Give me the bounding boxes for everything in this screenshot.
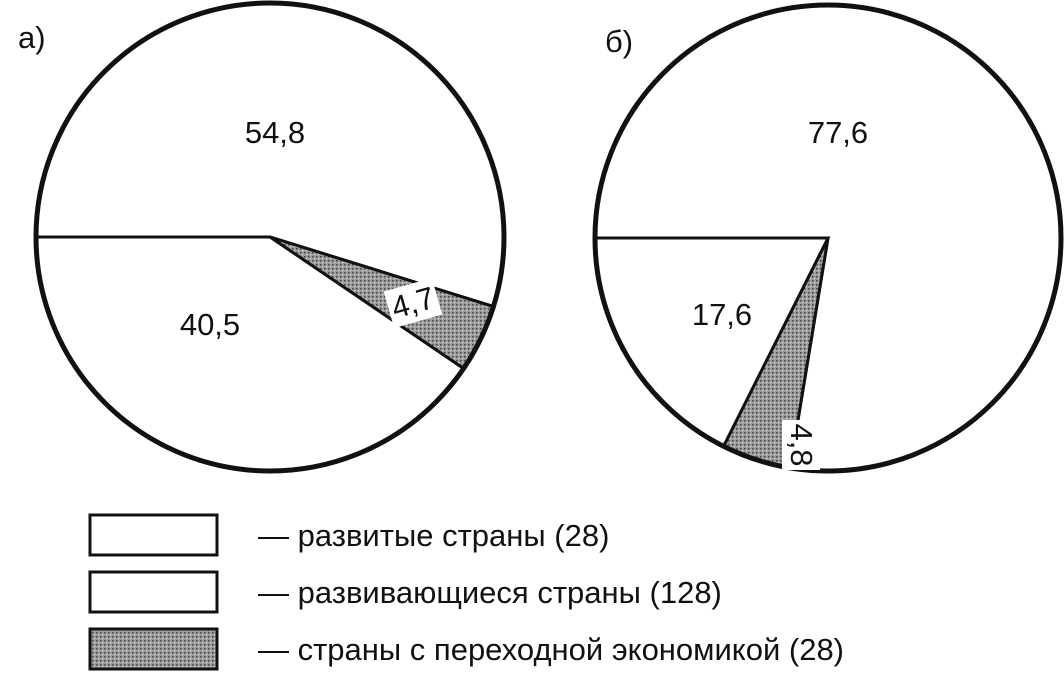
value-label-group: 77,6: [808, 115, 868, 150]
chart-title: а): [18, 20, 46, 55]
legend-label: — страны с переходной экономикой (28): [258, 632, 844, 667]
value-label: 77,6: [808, 115, 868, 150]
legend-swatch: [88, 570, 219, 614]
value-label: 4,8: [784, 423, 819, 466]
legend-swatch: [88, 627, 219, 671]
value-label-bg: [383, 277, 443, 329]
chart-title: б): [605, 24, 633, 59]
value-label: 17,6: [692, 297, 752, 332]
value-label-group: 4,8: [782, 420, 820, 470]
value-label-group: 17,6: [692, 297, 752, 332]
value-label: 40,5: [180, 307, 240, 342]
value-label: 54,8: [245, 115, 305, 150]
legend-swatch: [88, 513, 219, 557]
pie-outline: [33, 0, 507, 474]
legend-label: — развивающиеся страны (128): [258, 575, 722, 610]
pie-outline: [592, 2, 1064, 474]
value-label-bg: [782, 420, 820, 470]
value-label-group: 54,8: [245, 115, 305, 150]
value-label-group: 40,5: [180, 307, 240, 342]
legend-label: — развитые страны (28): [258, 518, 609, 553]
